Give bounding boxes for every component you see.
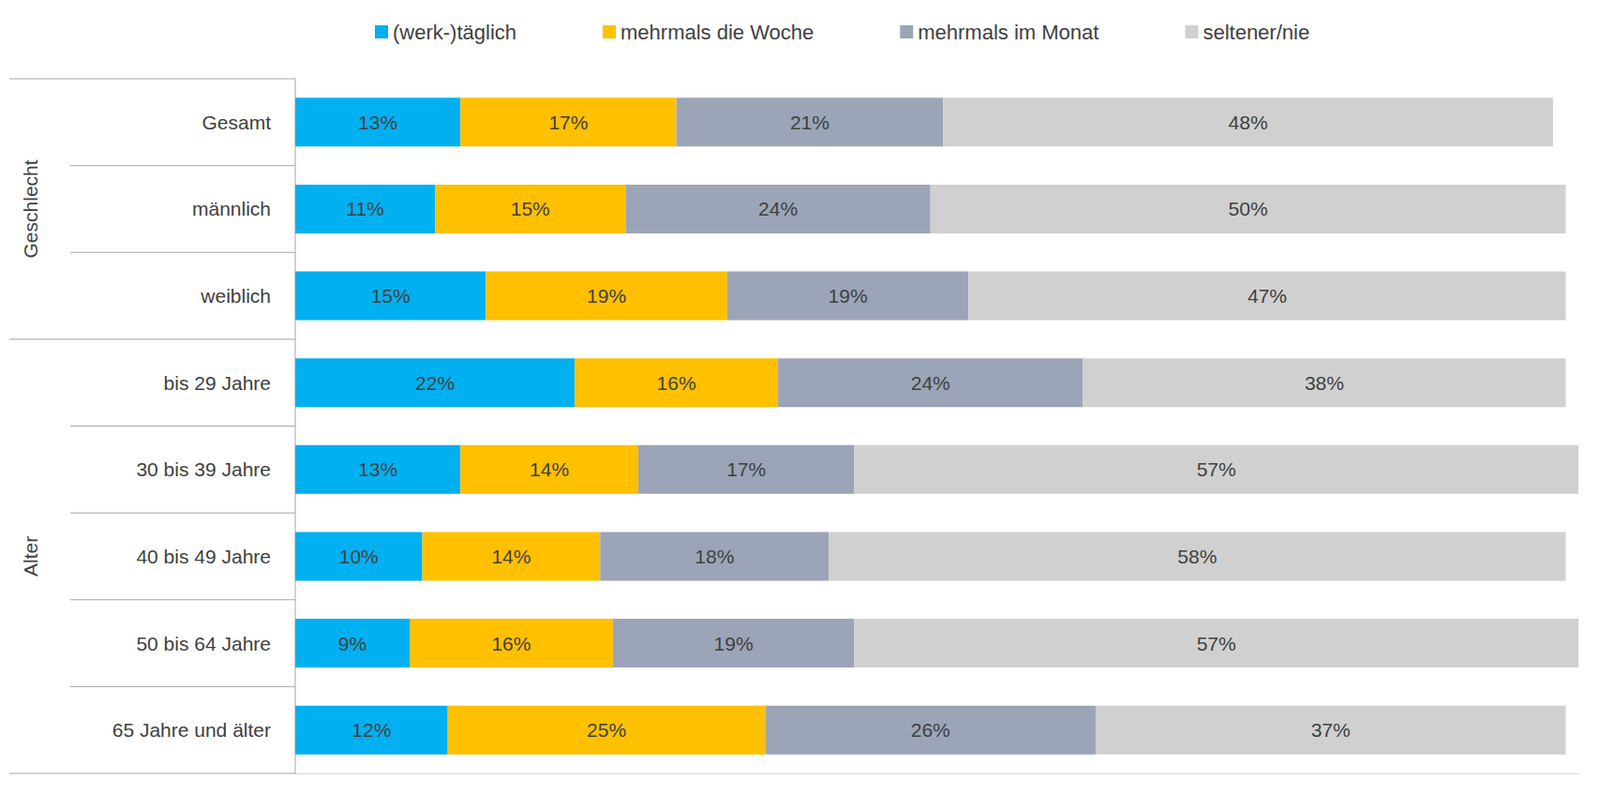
svg-text:58%: 58%	[1177, 545, 1217, 568]
svg-text:24%: 24%	[911, 372, 951, 394]
svg-text:37%: 37%	[1311, 718, 1351, 741]
svg-text:15%: 15%	[510, 197, 551, 220]
svg-text:40 bis 49 Jahre: 40 bis 49 Jahre	[135, 545, 271, 568]
svg-text:11%: 11%	[345, 197, 384, 220]
svg-text:14%: 14%	[491, 545, 531, 568]
svg-text:26%: 26%	[911, 718, 951, 741]
svg-text:16%: 16%	[657, 372, 697, 394]
svg-text:65 Jahre und älter: 65 Jahre und älter	[112, 718, 271, 741]
svg-text:seltener/nie: seltener/nie	[1202, 20, 1310, 45]
svg-text:38%: 38%	[1304, 372, 1345, 394]
svg-text:14%: 14%	[529, 458, 569, 480]
svg-text:19%: 19%	[828, 284, 868, 307]
svg-text:mehrmals im Monat: mehrmals im Monat	[917, 20, 1099, 45]
svg-text:17%: 17%	[726, 458, 766, 480]
svg-text:(werk-)täglich: (werk-)täglich	[392, 20, 517, 45]
svg-text:Geschlecht: Geschlecht	[19, 159, 42, 258]
svg-text:25%: 25%	[586, 718, 627, 741]
svg-text:24%: 24%	[758, 197, 798, 220]
svg-text:mehrmals die Woche: mehrmals die Woche	[620, 20, 814, 45]
svg-text:13%: 13%	[358, 458, 398, 480]
svg-text:19%: 19%	[714, 632, 754, 655]
svg-text:15%: 15%	[371, 284, 411, 307]
svg-text:48%: 48%	[1228, 111, 1269, 134]
svg-text:57%: 57%	[1196, 632, 1237, 655]
svg-text:47%: 47%	[1247, 284, 1287, 307]
svg-text:9%: 9%	[338, 632, 367, 655]
svg-text:18%: 18%	[694, 545, 734, 568]
svg-text:10%: 10%	[339, 545, 379, 568]
svg-text:16%: 16%	[491, 632, 531, 655]
svg-text:21%: 21%	[790, 111, 830, 134]
svg-text:13%: 13%	[358, 111, 398, 134]
svg-text:22%: 22%	[415, 372, 455, 394]
svg-text:männlich: männlich	[192, 197, 271, 220]
svg-text:weiblich: weiblich	[199, 284, 271, 307]
svg-text:57%: 57%	[1196, 458, 1237, 480]
svg-text:50%: 50%	[1228, 197, 1269, 220]
svg-text:bis 29 Jahre: bis 29 Jahre	[164, 372, 271, 394]
svg-text:12%: 12%	[351, 718, 391, 741]
svg-text:Gesamt: Gesamt	[201, 111, 271, 134]
svg-text:50 bis 64 Jahre: 50 bis 64 Jahre	[135, 632, 271, 655]
svg-text:17%: 17%	[548, 111, 588, 134]
svg-text:Alter: Alter	[19, 536, 42, 577]
svg-text:19%: 19%	[586, 284, 627, 307]
svg-text:30 bis 39 Jahre: 30 bis 39 Jahre	[135, 458, 271, 480]
